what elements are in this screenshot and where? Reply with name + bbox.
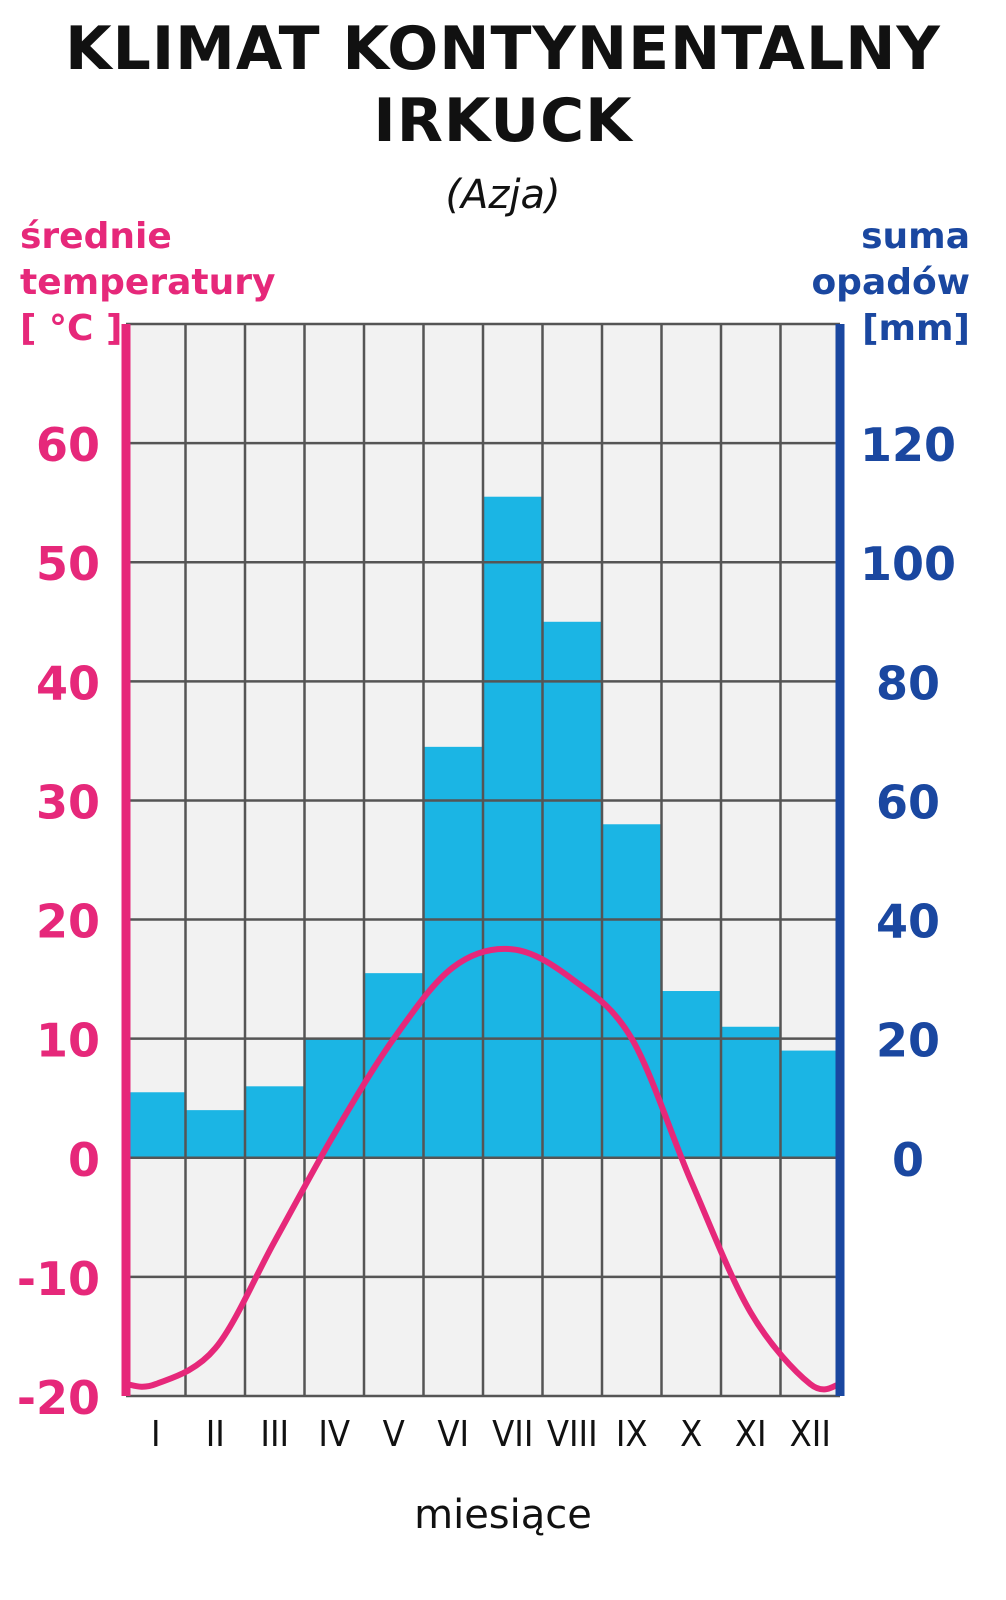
precipitation-axis-label-line: suma bbox=[861, 216, 970, 257]
temperature-line bbox=[123, 945, 843, 1393]
precipitation-tick-label: 0 bbox=[892, 1133, 924, 1187]
temperature-axis-label-line: średnie bbox=[20, 216, 172, 257]
precipitation-bar bbox=[780, 1050, 840, 1158]
month-label: III bbox=[260, 1414, 289, 1455]
month-label: I bbox=[151, 1414, 161, 1455]
precipitation-tick-label: 120 bbox=[860, 418, 956, 472]
month-label: X bbox=[680, 1414, 702, 1455]
temperature-tick-label: 30 bbox=[36, 775, 100, 829]
precipitation-bar bbox=[721, 1026, 781, 1158]
precipitation-bar bbox=[602, 824, 662, 1158]
temperature-tick-label: 0 bbox=[68, 1133, 100, 1187]
precipitation-bar bbox=[245, 1086, 305, 1158]
temperature-tick-label: 60 bbox=[36, 418, 100, 472]
precipitation-axis-label-line: [mm] bbox=[862, 308, 970, 349]
temperature-axis-label-line: temperatury bbox=[20, 262, 276, 303]
x-axis-label: miesiące bbox=[414, 1492, 592, 1538]
precipitation-bar bbox=[542, 621, 602, 1158]
chart-title-city: IRKUCK bbox=[373, 86, 633, 156]
temperature-tick-label: -20 bbox=[17, 1371, 100, 1425]
temperature-axis-label-line: [ °C ] bbox=[20, 308, 123, 349]
precipitation-tick-label: 40 bbox=[876, 895, 940, 949]
month-label: II bbox=[206, 1414, 225, 1455]
precipitation-tick-label: 60 bbox=[876, 775, 940, 829]
temperature-tick-label: -10 bbox=[17, 1252, 100, 1306]
precipitation-tick-label: 100 bbox=[860, 537, 956, 591]
precipitation-bar bbox=[483, 496, 543, 1158]
precipitation-axis-label-line: opadów bbox=[811, 262, 970, 303]
precipitation-bar bbox=[185, 1110, 245, 1158]
month-label: XI bbox=[735, 1414, 767, 1455]
month-label: VIII bbox=[547, 1414, 598, 1455]
precipitation-bar bbox=[126, 1092, 186, 1158]
month-label: IX bbox=[616, 1414, 648, 1455]
temperature-axis-label: średnie temperatury [ °C ] bbox=[20, 214, 275, 352]
precipitation-axis-label: suma opadów [mm] bbox=[811, 214, 970, 352]
month-label: VII bbox=[492, 1414, 533, 1455]
precipitation-tick-label: 80 bbox=[876, 656, 940, 710]
temperature-tick-label: 20 bbox=[36, 895, 100, 949]
chart-subtitle: (Azja) bbox=[445, 172, 561, 218]
month-label: V bbox=[383, 1414, 405, 1455]
month-label: VI bbox=[437, 1414, 469, 1455]
temperature-tick-label: 40 bbox=[36, 656, 100, 710]
temperature-tick-label: 10 bbox=[36, 1014, 100, 1068]
temperature-tick-label: 50 bbox=[36, 537, 100, 591]
month-label: XII bbox=[790, 1414, 831, 1455]
chart-title: KLIMAT KONTYNENTALNY bbox=[65, 14, 941, 84]
month-label: IV bbox=[318, 1414, 350, 1455]
precipitation-tick-label: 20 bbox=[876, 1014, 940, 1068]
